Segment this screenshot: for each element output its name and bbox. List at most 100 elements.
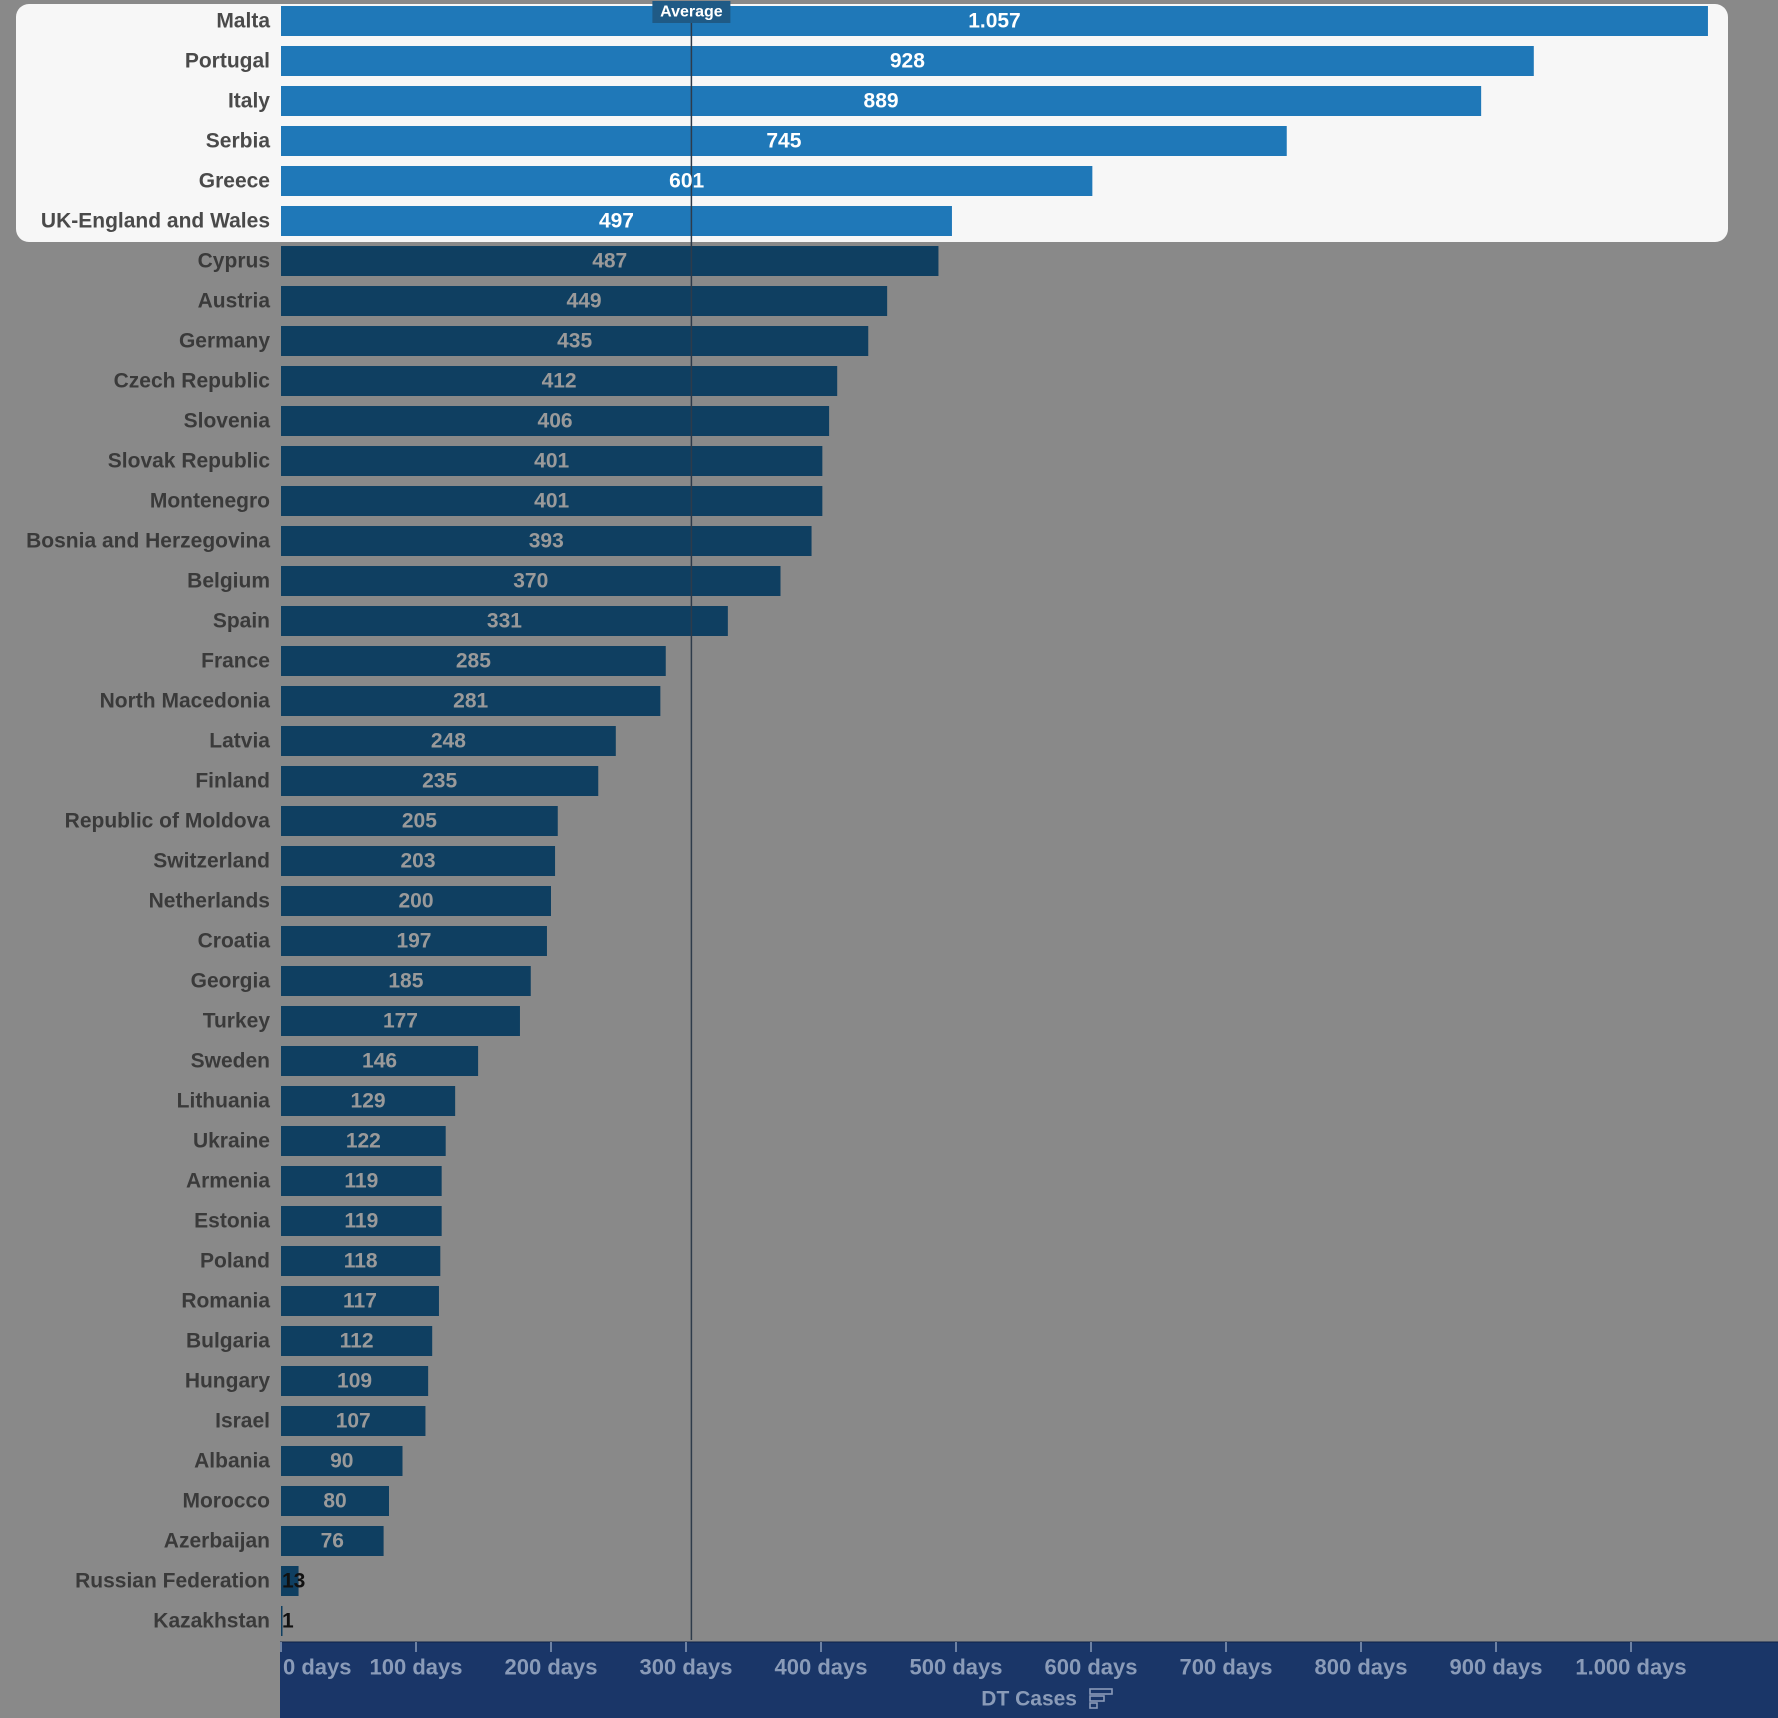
bar-portugal [281, 46, 1534, 76]
category-label: Kazakhstan [153, 1610, 270, 1633]
bar-croatia [281, 926, 547, 956]
bar-hungary [281, 1366, 429, 1396]
bar-russian-federation [281, 1566, 299, 1596]
bar-germany [281, 326, 869, 356]
sort-icon-bar [1089, 1702, 1098, 1709]
value-label: 449 [567, 290, 602, 313]
category-label: Georgia [191, 970, 271, 993]
category-label: Czech Republic [114, 370, 271, 393]
category-label: France [201, 650, 270, 673]
bar-serbia [281, 126, 1287, 156]
category-label: Switzerland [153, 850, 270, 873]
value-label: 331 [487, 610, 522, 633]
bar-cyprus [281, 246, 939, 276]
value-label: 412 [542, 370, 577, 393]
bar-bulgaria [281, 1326, 433, 1356]
category-label: Israel [215, 1410, 270, 1433]
category-label: Italy [228, 90, 270, 113]
category-label: Germany [179, 330, 270, 353]
x-tick-label: 1.000 days [1575, 1655, 1686, 1680]
bar-turkey [281, 1006, 520, 1036]
category-label: Bulgaria [186, 1330, 270, 1353]
category-label: UK-England and Wales [41, 210, 270, 233]
value-label: 107 [336, 1410, 371, 1433]
value-label: 406 [538, 410, 573, 433]
value-label: 146 [362, 1050, 397, 1073]
bar-romania [281, 1286, 439, 1316]
value-label: 129 [351, 1090, 386, 1113]
value-label: 435 [557, 330, 592, 353]
bar-morocco [281, 1486, 389, 1516]
category-label: Finland [195, 770, 270, 793]
value-label: 745 [766, 130, 801, 153]
bar-montenegro [281, 486, 823, 516]
value-label: 370 [513, 570, 548, 593]
category-label: Albania [194, 1450, 270, 1473]
bar-netherlands [281, 886, 551, 916]
value-label: 1.057 [968, 10, 1021, 33]
x-tick-label: 600 days [1045, 1655, 1138, 1680]
category-label: Slovak Republic [108, 450, 271, 473]
value-label: 185 [388, 970, 423, 993]
bar-north-macedonia [281, 686, 661, 716]
category-label: Portugal [185, 50, 270, 73]
value-label: 119 [344, 1210, 378, 1233]
bar-bosnia-and-herzegovina [281, 526, 812, 556]
category-label: Spain [213, 610, 270, 633]
category-label: Slovenia [184, 410, 271, 433]
average-label: Average [660, 4, 723, 21]
value-label: 122 [346, 1130, 381, 1153]
value-label: 205 [402, 810, 437, 833]
bar-israel [281, 1406, 426, 1436]
x-tick-label: 400 days [775, 1655, 868, 1680]
category-label: Serbia [206, 130, 271, 153]
bar-azerbaijan [281, 1526, 384, 1556]
x-axis-title: DT Cases [981, 1688, 1077, 1711]
x-tick-label: 900 days [1450, 1655, 1543, 1680]
value-label: 401 [534, 450, 569, 473]
value-label: 177 [383, 1010, 418, 1033]
x-tick-label: 200 days [505, 1655, 598, 1680]
category-label: Azerbaijan [164, 1530, 270, 1553]
bar-belgium [281, 566, 781, 596]
value-label: 117 [343, 1290, 377, 1313]
value-label: 13 [282, 1570, 305, 1593]
value-label: 889 [864, 90, 899, 113]
category-label: North Macedonia [100, 690, 271, 713]
value-label: 281 [453, 690, 488, 713]
sort-icon [1089, 1688, 1113, 1695]
x-tick-label: 300 days [640, 1655, 733, 1680]
category-label: Montenegro [150, 490, 270, 513]
bar-poland [281, 1246, 441, 1276]
category-label: Latvia [209, 730, 270, 753]
category-label: Poland [200, 1250, 270, 1273]
x-tick-label: 700 days [1180, 1655, 1273, 1680]
bar-greece [281, 166, 1093, 196]
value-label: 112 [340, 1330, 374, 1353]
bar-kazakhstan [281, 1606, 283, 1636]
bar-slovenia [281, 406, 830, 436]
category-label: Malta [216, 10, 270, 33]
bar-uk-england-and-wales [281, 206, 952, 236]
category-label: Cyprus [198, 250, 270, 273]
bar-malta [281, 6, 1708, 36]
value-label: 119 [344, 1170, 378, 1193]
value-label: 200 [398, 890, 433, 913]
category-label: Bosnia and Herzegovina [26, 530, 270, 553]
category-label: Armenia [186, 1170, 270, 1193]
x-tick-label: 0 days [283, 1655, 352, 1680]
sort-icon-bar [1089, 1695, 1105, 1702]
category-label: Croatia [198, 930, 271, 953]
category-label: Lithuania [177, 1090, 271, 1113]
bar-republic-of-moldova [281, 806, 558, 836]
bar-armenia [281, 1166, 442, 1196]
value-label: 497 [599, 210, 634, 233]
bar-spain [281, 606, 728, 636]
value-label: 197 [396, 930, 431, 953]
category-label: Belgium [187, 570, 270, 593]
value-label: 235 [422, 770, 457, 793]
bar-austria [281, 286, 888, 316]
bar-slovak-republic [281, 446, 823, 476]
category-label: Ukraine [193, 1130, 270, 1153]
category-label: Netherlands [149, 890, 270, 913]
